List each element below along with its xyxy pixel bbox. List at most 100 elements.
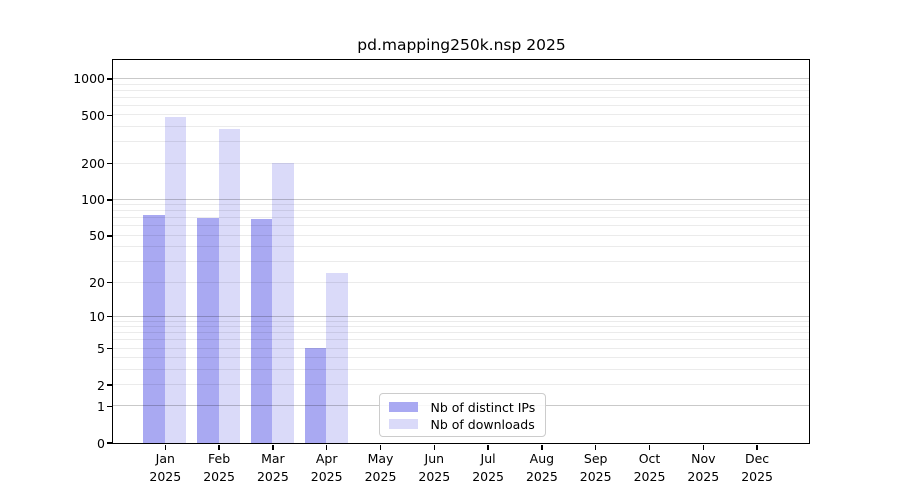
x-tick-month-jun: Jun: [424, 451, 445, 466]
x-tick-month-jan: Jan: [155, 451, 175, 466]
x-tick-mark-oct: [648, 444, 651, 450]
x-tick-month-sep: Sep: [583, 451, 608, 466]
y-tick-label-100: 100: [81, 192, 105, 208]
x-tick-mark-sep: [594, 444, 597, 450]
x-tick-month-feb: Feb: [208, 451, 231, 466]
legend-swatch-distinct-ips: [388, 401, 418, 413]
x-tick-label-aug: Aug 2025: [510, 450, 574, 485]
bar-mar-distinct-ips: [250, 219, 273, 443]
minor-gridline-70: [112, 217, 809, 219]
x-tick-mark-jun: [433, 444, 436, 450]
minor-gridline-60: [112, 225, 809, 227]
x-tick-year-apr: 2025: [310, 468, 343, 484]
y-tick-label-2: 2: [97, 377, 105, 393]
y-tick-label-5: 5: [97, 341, 105, 357]
x-tick-year-aug: 2025: [525, 468, 558, 484]
bar-apr-downloads: [326, 272, 348, 443]
x-tick-label-dec: Dec 2025: [725, 450, 789, 485]
bar-feb-downloads: [218, 129, 241, 443]
x-tick-label-jan: Jan 2025: [133, 450, 197, 485]
major-gridline-100: [112, 198, 809, 200]
x-tick-mark-jan: [164, 444, 167, 450]
x-tick-mark-aug: [541, 444, 543, 450]
y-tick-mark-1: [106, 405, 112, 408]
minor-gridline-600: [112, 104, 809, 106]
y-tick-mark-50: [106, 235, 112, 237]
x-tick-month-apr: Apr: [315, 451, 338, 466]
y-tick-mark-10: [106, 315, 112, 318]
legend-item-downloads: Nb of downloads: [388, 416, 545, 433]
x-tick-year-jun: 2025: [418, 468, 451, 484]
x-tick-label-jul: Jul 2025: [456, 450, 520, 485]
minor-gridline-3: [112, 368, 809, 370]
y-tick-mark-1000: [106, 78, 112, 80]
x-tick-mark-jul: [487, 444, 489, 450]
major-gridline-1000: [112, 77, 809, 79]
x-tick-month-jul: Jul: [480, 451, 496, 466]
major-gridline-10: [112, 315, 809, 317]
x-tick-year-feb: 2025: [203, 468, 235, 484]
bar-apr-distinct-ips: [304, 348, 327, 443]
x-tick-year-nov: 2025: [687, 468, 720, 484]
legend-item-distinct-ips: Nb of distinct IPs: [388, 399, 545, 416]
x-tick-year-oct: 2025: [633, 468, 666, 484]
x-tick-label-feb: Feb 2025: [187, 450, 251, 485]
minor-gridline-5: [112, 347, 809, 349]
minor-gridline-7: [112, 332, 809, 334]
x-tick-label-oct: Oct 2025: [618, 450, 682, 485]
x-tick-year-jul: 2025: [472, 468, 504, 484]
x-tick-month-mar: Mar: [261, 451, 285, 466]
minor-gridline-500: [112, 114, 809, 116]
x-tick-year-jan: 2025: [149, 468, 182, 484]
x-tick-year-mar: 2025: [256, 468, 289, 484]
x-tick-mark-nov: [702, 444, 705, 450]
y-tick-label-50: 50: [89, 228, 105, 244]
x-tick-year-dec: 2025: [741, 468, 773, 484]
x-tick-mark-mar: [272, 444, 274, 450]
minor-gridline-80: [112, 210, 809, 212]
legend-label-distinct-ips: Nb of distinct IPs: [430, 399, 536, 415]
y-tick-label-1000: 1000: [73, 71, 105, 87]
x-tick-month-dec: Dec: [744, 451, 770, 466]
minor-gridline-200: [112, 162, 809, 164]
bar-mar-downloads: [272, 163, 294, 443]
y-tick-mark-0: [106, 442, 112, 444]
minor-gridline-800: [112, 89, 809, 91]
y-tick-mark-20: [106, 281, 112, 284]
y-tick-mark-5: [106, 347, 112, 350]
y-tick-mark-200: [106, 162, 112, 165]
minor-gridline-6: [112, 339, 809, 341]
minor-gridline-300: [112, 141, 809, 143]
x-tick-label-apr: Apr 2025: [295, 450, 359, 485]
legend-label-downloads: Nb of downloads: [430, 416, 535, 432]
x-tick-month-oct: Oct: [638, 451, 661, 466]
x-tick-year-may: 2025: [364, 468, 397, 484]
bar-jan-distinct-ips: [143, 215, 165, 443]
x-tick-year-sep: 2025: [579, 468, 612, 484]
x-tick-month-aug: Aug: [529, 451, 555, 466]
x-tick-mark-may: [379, 444, 382, 450]
bar-feb-distinct-ips: [197, 217, 219, 443]
x-tick-label-sep: Sep 2025: [564, 450, 628, 485]
x-tick-mark-apr: [325, 444, 328, 450]
y-tick-label-200: 200: [81, 156, 105, 172]
x-tick-label-jun: Jun 2025: [402, 450, 466, 485]
minor-gridline-9: [112, 320, 809, 322]
y-tick-label-0: 0: [97, 435, 105, 451]
y-tick-label-1: 1: [97, 398, 105, 414]
bar-jan-downloads: [164, 117, 187, 443]
y-tick-label-10: 10: [89, 309, 105, 325]
minor-gridline-50: [112, 234, 809, 236]
y-tick-label-20: 20: [89, 275, 105, 291]
x-tick-label-nov: Nov 2025: [671, 450, 735, 485]
minor-gridline-90: [112, 204, 809, 206]
x-tick-mark-feb: [218, 444, 220, 450]
x-tick-month-nov: Nov: [691, 451, 716, 466]
minor-gridline-8: [112, 326, 809, 328]
plot-area: Nb of distinct IPs Nb of downloads: [111, 58, 810, 444]
x-tick-mark-dec: [756, 444, 758, 450]
legend-swatch-downloads: [388, 418, 418, 430]
minor-gridline-700: [112, 96, 809, 98]
y-tick-label-500: 500: [81, 107, 105, 123]
